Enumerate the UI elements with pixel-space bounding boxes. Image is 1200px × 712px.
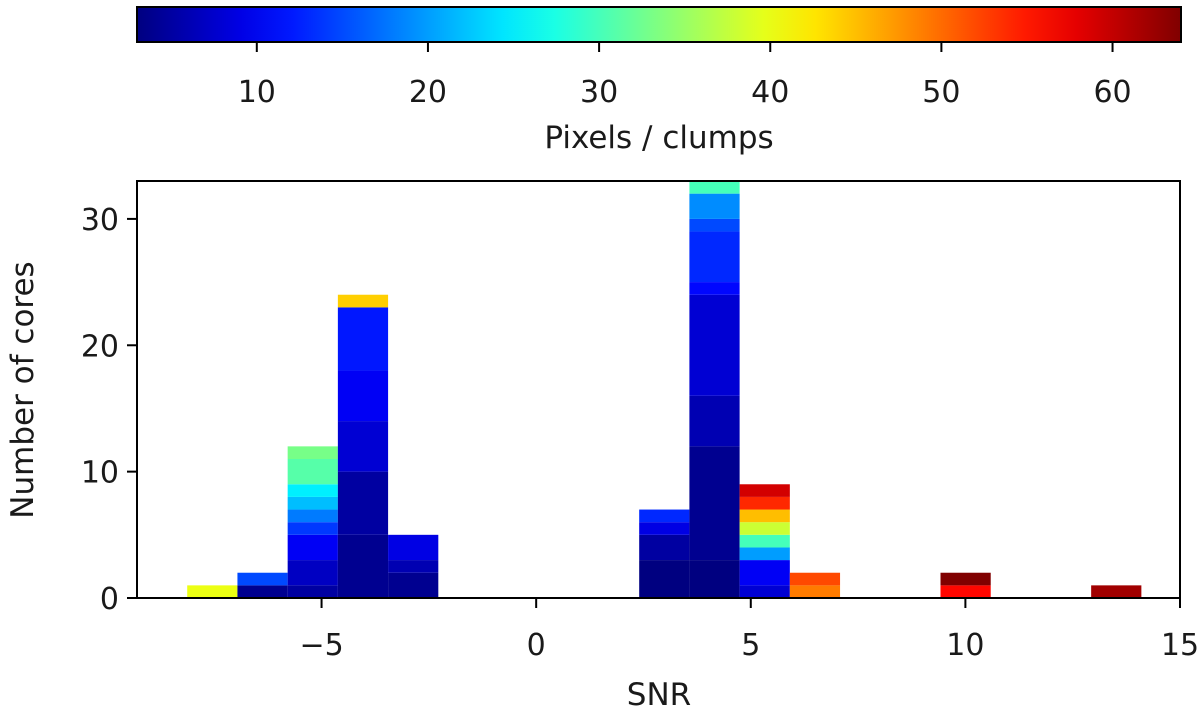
- bar-segment-8-1: [789, 572, 841, 586]
- bar-segment-0-0: [187, 585, 238, 598]
- y-axis-ticks: 0 10 20 30: [81, 203, 137, 617]
- bar-segment-7-0: [739, 585, 790, 598]
- bar-segment-2-5: [287, 496, 338, 510]
- bar-segment-4-0: [388, 572, 439, 598]
- bar-segment-1-0: [237, 585, 288, 598]
- bar-segment-3-5: [337, 294, 389, 308]
- x-tick-label: 10: [946, 628, 984, 663]
- colorbar-tick-label: 10: [238, 75, 276, 110]
- colorbar-tick-label: 40: [751, 75, 789, 110]
- bar-segment-3-3: [337, 370, 389, 422]
- bar-segment-8-0: [789, 585, 841, 598]
- bar-segment-2-8: [287, 446, 338, 459]
- bar-segment-7-2: [739, 547, 790, 561]
- bar-segment-7-6: [739, 496, 790, 510]
- bar-segment-3-2: [337, 421, 389, 472]
- y-tick-label: 10: [81, 456, 119, 491]
- bar-segment-6-6: [689, 218, 740, 232]
- colorbar-ticks: 10 20 30 40 50 60: [238, 42, 1132, 110]
- bar-segment-6-0: [689, 560, 740, 598]
- colorbar: 10 20 30 40 50 60 Pixels / clumps: [136, 6, 1182, 156]
- bar-segment-7-1: [739, 560, 790, 586]
- y-axis-label: Number of cores: [5, 261, 41, 518]
- bar-segment-6-7: [689, 193, 740, 219]
- bar-segment-2-3: [287, 522, 338, 535]
- bar-segment-7-4: [739, 522, 790, 535]
- plot-frame: [136, 180, 1181, 599]
- bar-segment-1-1: [237, 572, 288, 586]
- colorbar-gradient: [136, 6, 1182, 43]
- bar-segment-6-3: [689, 294, 740, 396]
- bar-segment-3-0: [337, 534, 389, 598]
- colorbar-tick-label: 60: [1093, 75, 1131, 110]
- bar-segment-2-4: [287, 509, 338, 523]
- bar-segment-2-7: [287, 459, 338, 485]
- colorbar-tick-label: 30: [580, 75, 618, 110]
- histogram-bars: [187, 181, 1142, 598]
- bar-segment-2-6: [287, 484, 338, 497]
- colorbar-tick-label: 20: [409, 75, 447, 110]
- bar-segment-9-1: [940, 572, 991, 586]
- bar-segment-10-0: [1091, 585, 1142, 598]
- bar-segment-7-7: [739, 484, 790, 497]
- bar-segment-6-8: [689, 181, 740, 194]
- x-axis-label: SNR: [627, 677, 691, 712]
- bar-segment-7-3: [739, 534, 790, 548]
- bar-segment-4-2: [388, 534, 439, 561]
- bar-segment-5-1: [639, 534, 690, 561]
- bar-segment-6-5: [689, 231, 740, 283]
- bar-segment-6-2: [689, 395, 740, 447]
- x-tick-label: 5: [741, 628, 760, 663]
- bar-segment-2-0: [287, 585, 338, 598]
- bar-segment-3-4: [337, 307, 389, 371]
- bar-segment-3-1: [337, 471, 389, 535]
- x-axis-ticks: −5 0 5 10 15: [299, 598, 1199, 663]
- bar-segment-2-1: [287, 560, 338, 586]
- bar-segment-5-2: [639, 522, 690, 535]
- bar-segment-6-4: [689, 282, 740, 295]
- bar-segment-5-0: [639, 560, 690, 598]
- bar-segment-5-3: [639, 509, 690, 523]
- bar-segment-6-1: [689, 446, 740, 561]
- colorbar-tick-label: 50: [922, 75, 960, 110]
- x-tick-label: 15: [1161, 628, 1199, 663]
- bar-segment-7-5: [739, 509, 790, 523]
- bar-segment-4-1: [388, 560, 439, 573]
- y-tick-label: 0: [100, 582, 119, 617]
- bar-segment-9-0: [940, 585, 991, 598]
- y-tick-label: 30: [81, 203, 119, 238]
- colorbar-label: Pixels / clumps: [544, 120, 773, 156]
- bar-segment-2-2: [287, 534, 338, 561]
- x-tick-label: −5: [299, 628, 343, 663]
- y-tick-label: 20: [81, 329, 119, 364]
- x-tick-label: 0: [527, 628, 546, 663]
